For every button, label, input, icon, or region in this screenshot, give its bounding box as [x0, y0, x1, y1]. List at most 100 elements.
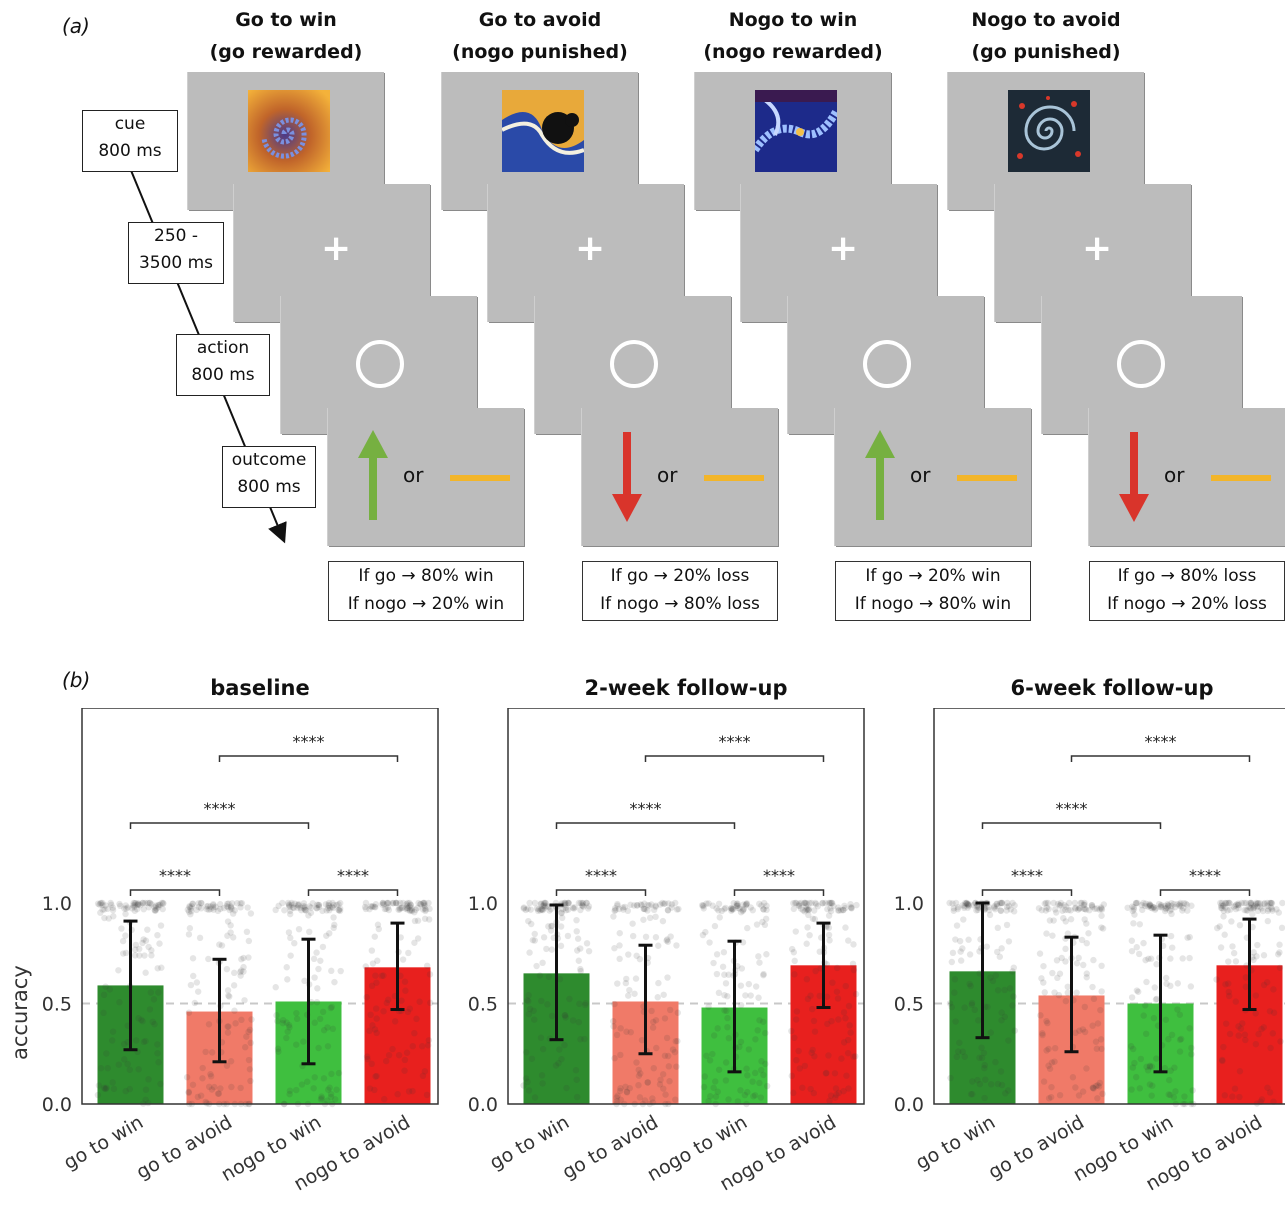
data-point — [548, 946, 555, 953]
data-point — [1042, 907, 1050, 914]
data-point — [1138, 901, 1145, 909]
data-point — [315, 901, 323, 909]
data-point — [991, 904, 998, 911]
data-point — [831, 1070, 839, 1077]
data-point — [1128, 994, 1136, 1001]
data-point — [397, 934, 404, 941]
data-point — [1238, 899, 1245, 907]
data-point — [1153, 961, 1160, 968]
data-point — [825, 899, 833, 907]
data-point — [1186, 954, 1193, 962]
data-point — [719, 963, 727, 970]
data-point — [186, 925, 194, 932]
data-point — [385, 899, 392, 907]
data-point — [191, 999, 199, 1007]
data-point — [577, 945, 584, 952]
data-point — [649, 1095, 656, 1102]
data-point — [232, 1020, 239, 1027]
data-point — [210, 900, 217, 908]
data-point — [389, 1045, 396, 1053]
data-point — [617, 1096, 624, 1104]
data-point — [1236, 1093, 1243, 1101]
condition-title-nogo-to-win: Nogo to win (nogo rewarded) — [693, 4, 893, 68]
data-point — [300, 900, 308, 907]
data-point — [812, 967, 819, 975]
data-point — [581, 1035, 588, 1043]
data-point — [1050, 899, 1057, 907]
data-point — [389, 899, 397, 907]
data-point — [969, 1090, 976, 1098]
data-point — [1165, 902, 1172, 909]
data-point — [1248, 901, 1255, 908]
data-point — [563, 1084, 570, 1092]
condition-title-line2: (nogo punished) — [452, 41, 628, 63]
data-point — [401, 1056, 409, 1064]
data-point — [1075, 905, 1083, 912]
data-point — [520, 905, 527, 912]
data-point — [713, 905, 720, 912]
data-point — [809, 915, 817, 922]
data-point — [617, 1051, 624, 1059]
data-point — [803, 940, 810, 947]
data-point — [104, 1064, 111, 1072]
data-point — [644, 1079, 651, 1086]
data-point — [1098, 924, 1105, 931]
data-point — [197, 1092, 205, 1099]
data-point — [638, 1036, 646, 1044]
data-point — [722, 1059, 730, 1066]
error-bar — [1153, 933, 1168, 1074]
data-point — [968, 1001, 976, 1008]
data-point — [1225, 988, 1233, 996]
data-point — [1256, 903, 1264, 910]
data-point — [106, 986, 114, 993]
data-point — [1001, 986, 1008, 994]
data-point — [109, 906, 117, 914]
data-point — [133, 905, 141, 913]
data-point — [1264, 1084, 1271, 1091]
data-point — [405, 949, 412, 957]
data-point — [295, 902, 302, 909]
data-point — [313, 949, 320, 956]
data-point — [1176, 1048, 1184, 1055]
data-point — [1187, 983, 1195, 990]
data-point — [1098, 905, 1105, 912]
error-bar — [1242, 917, 1257, 1012]
data-point — [744, 1072, 751, 1079]
y-tick-label: 0.0 — [468, 1094, 498, 1116]
data-point — [967, 1091, 975, 1098]
data-point — [152, 907, 160, 914]
data-point — [414, 917, 422, 924]
data-point — [328, 1070, 335, 1078]
data-point — [1094, 1082, 1101, 1089]
data-point — [101, 1085, 108, 1092]
data-point — [426, 916, 433, 923]
data-point — [629, 932, 637, 940]
data-point — [760, 1071, 767, 1079]
data-point — [281, 907, 288, 914]
data-point — [756, 1079, 763, 1087]
data-point — [408, 907, 416, 915]
data-point — [1225, 992, 1233, 1000]
data-point — [1253, 899, 1260, 907]
data-point — [713, 970, 721, 978]
data-point — [1218, 1056, 1226, 1064]
data-point — [1232, 958, 1240, 965]
data-point — [1044, 899, 1052, 907]
data-point — [762, 1060, 769, 1068]
data-point — [1164, 904, 1171, 911]
data-point — [419, 906, 427, 913]
prob-nogo: If nogo → 20% loss — [1107, 594, 1267, 614]
data-point — [558, 909, 565, 916]
data-point — [617, 1085, 624, 1092]
data-point — [1270, 1009, 1278, 1016]
data-point — [193, 906, 200, 914]
or-label: or — [1164, 463, 1185, 487]
data-point — [224, 987, 232, 994]
y-tick-label: 0.0 — [42, 1094, 72, 1116]
data-point — [396, 899, 404, 907]
data-point — [1184, 934, 1191, 941]
data-point — [227, 903, 235, 910]
data-point — [242, 1044, 249, 1051]
prob-go: If go → 20% loss — [610, 566, 750, 586]
error-bar — [212, 957, 227, 1064]
